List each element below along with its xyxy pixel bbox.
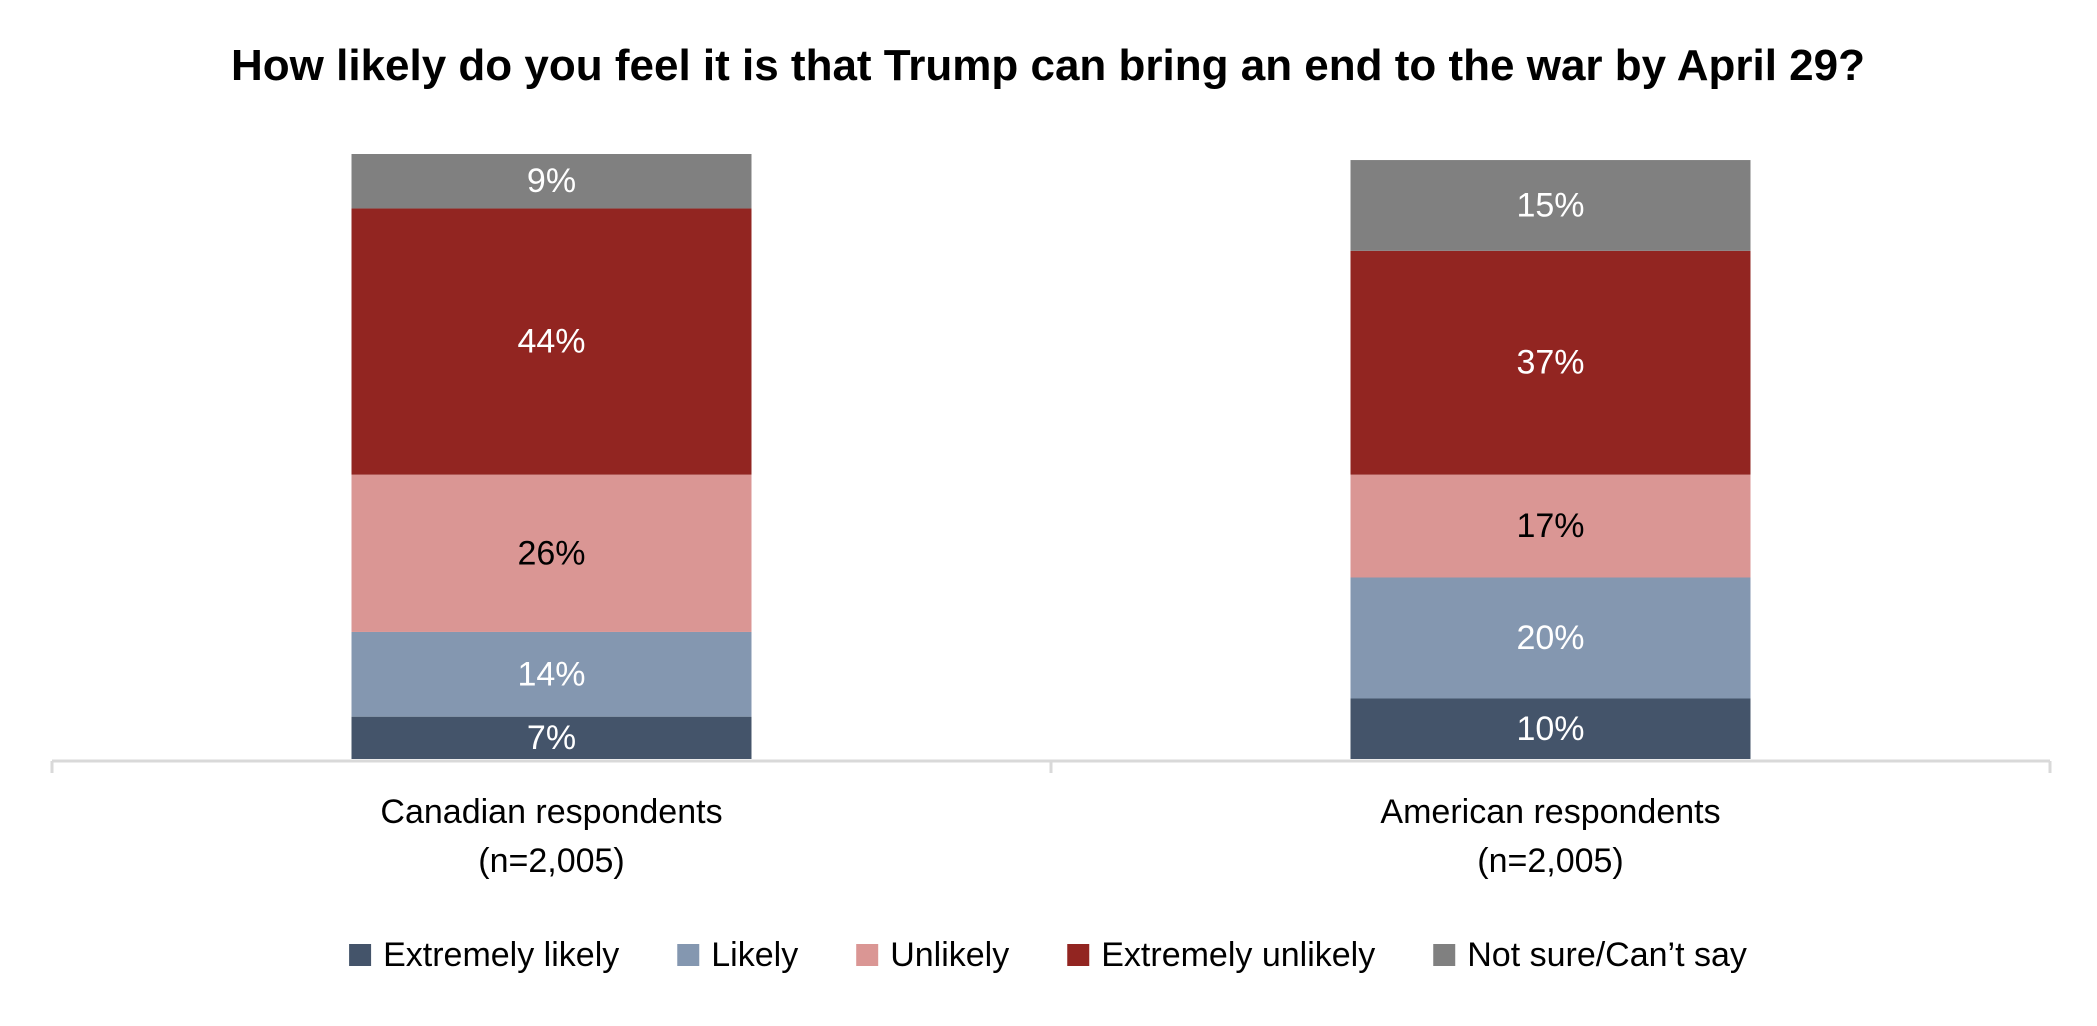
legend-item: Unlikely <box>856 936 1009 974</box>
x-tick-label: Canadian respondents <box>380 793 722 831</box>
legend-label: Likely <box>711 936 798 974</box>
data-label: 9% <box>527 162 576 200</box>
bar-segment <box>1350 250 1751 475</box>
legend-swatch <box>856 944 879 966</box>
bar-segment <box>1350 577 1751 699</box>
bars-layer: 7% 14% 26% 44% 9% 10% 20% 17% 37% 15% <box>351 154 1751 759</box>
data-label: 15% <box>1516 186 1584 224</box>
legend-label: Extremely unlikely <box>1101 936 1375 974</box>
bar-stack: 7% 14% 26% 44% 9% <box>351 154 752 759</box>
data-label: 14% <box>517 655 585 693</box>
legend-swatch <box>349 944 372 966</box>
legend-label: Not sure/Can’t say <box>1467 936 1747 974</box>
legend-item: Extremely unlikely <box>1067 936 1375 974</box>
x-axis: Canadian respondents (n=2,005) American re… <box>50 759 2052 880</box>
data-label: 7% <box>527 719 576 757</box>
bar-segment <box>351 474 752 632</box>
data-label: 26% <box>517 534 585 572</box>
bar-segment <box>351 154 752 209</box>
bar-segment <box>1350 474 1751 578</box>
legend: Extremely likely Likely Unlikely Extremely … <box>349 936 1747 974</box>
legend-item: Not sure/Can’t say <box>1433 936 1747 974</box>
legend-swatch <box>1433 944 1456 966</box>
bar-segment <box>1350 698 1751 759</box>
legend-label: Extremely likely <box>383 936 619 974</box>
chart-title: How likely do you feel it is that Trump … <box>231 41 1865 90</box>
data-label: 44% <box>517 323 585 361</box>
data-label: 37% <box>1516 344 1584 382</box>
bar-segment <box>351 208 752 475</box>
bar-segment <box>351 631 752 717</box>
data-label: 10% <box>1516 710 1584 748</box>
legend-swatch <box>1067 944 1090 966</box>
x-tick-label: (n=2,005) <box>478 842 625 880</box>
legend-swatch <box>677 944 700 966</box>
x-tick-label: (n=2,005) <box>1477 842 1624 880</box>
x-tick-label: American respondents <box>1380 793 1720 831</box>
legend-label: Unlikely <box>890 936 1009 974</box>
data-label: 20% <box>1516 619 1584 657</box>
bar-stack: 10% 20% 17% 37% 15% <box>1350 160 1751 759</box>
legend-item: Extremely likely <box>349 936 619 974</box>
bar-segment <box>1350 160 1751 251</box>
data-label: 17% <box>1516 507 1584 545</box>
legend-item: Likely <box>677 936 798 974</box>
bar-segment <box>351 716 752 759</box>
